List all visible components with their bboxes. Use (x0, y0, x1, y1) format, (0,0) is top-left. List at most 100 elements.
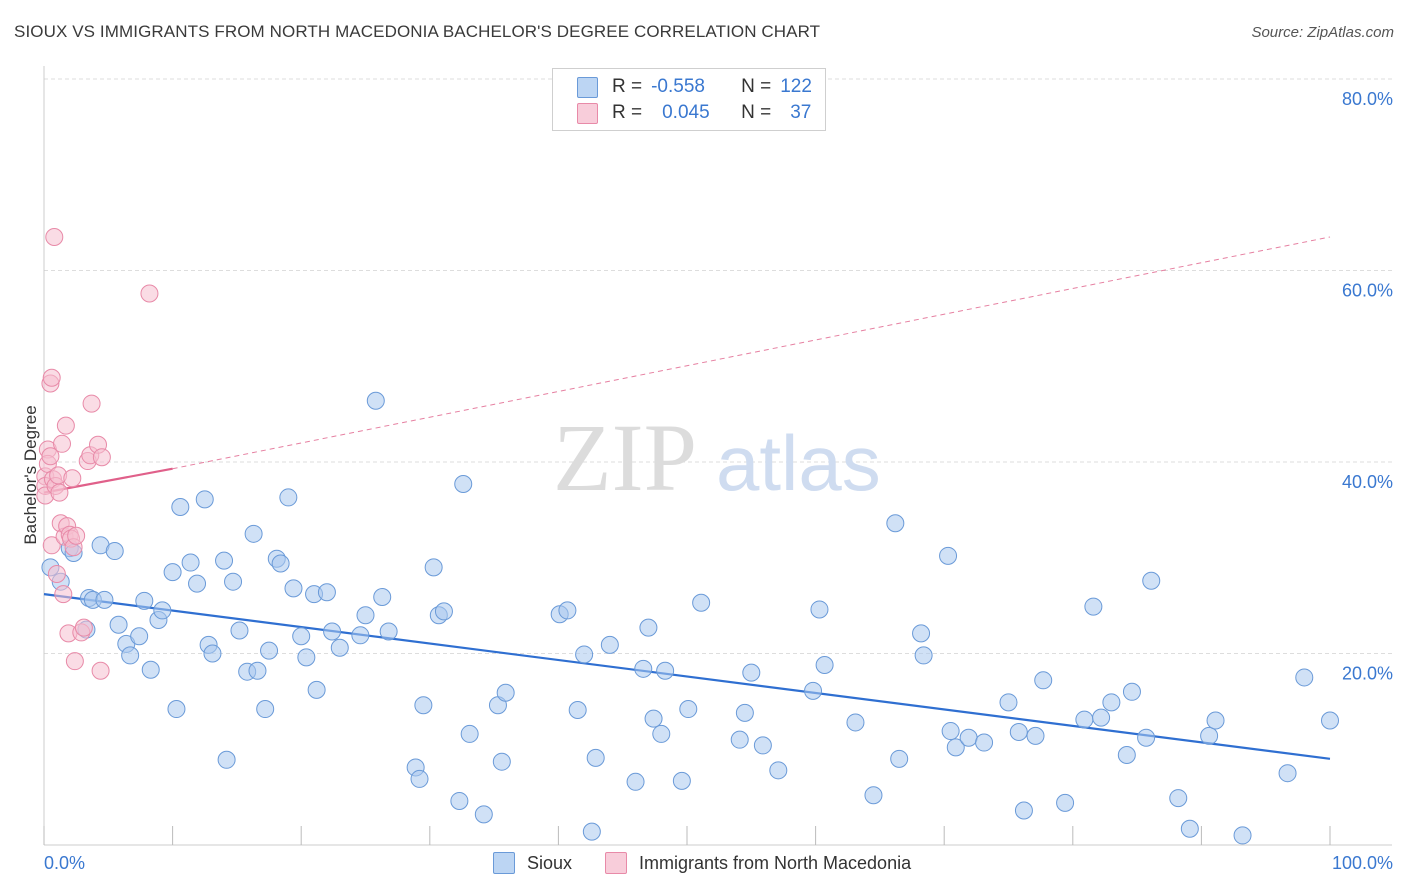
sioux-legend-swatch (493, 852, 515, 874)
sioux-point (864, 786, 883, 805)
sioux-point (999, 693, 1018, 712)
sioux-legend-label: Sioux (527, 852, 573, 873)
sioux-point (810, 600, 829, 619)
legend-sioux-r-label: R = (612, 76, 643, 97)
sioux-point (141, 660, 160, 679)
legend-sioux-n-label: N = (741, 76, 772, 97)
sioux-point (1026, 726, 1045, 745)
y-axis-label: Bachelor's Degree (21, 405, 40, 545)
watermark: ZIP atlas (553, 404, 881, 511)
sioux-point (297, 648, 316, 667)
y-axis-label-wrap: Bachelor's Degree (12, 330, 42, 630)
sioux-point (450, 791, 469, 810)
sioux-point (271, 554, 290, 573)
sioux-point (1278, 764, 1297, 783)
sioux-point (109, 615, 128, 634)
sioux-point (171, 498, 190, 517)
sioux-point (121, 646, 140, 665)
sioux-point (735, 703, 754, 722)
sioux-point (730, 730, 749, 749)
sioux-point (1034, 671, 1053, 690)
sioux-point (634, 659, 653, 678)
macedonia-point (42, 368, 61, 387)
sioux-point (946, 738, 965, 757)
sioux-point (454, 475, 473, 494)
sioux-point (379, 622, 398, 641)
y-tick-label-40: 40.0% (1342, 472, 1393, 492)
macedonia-point (41, 447, 60, 466)
sioux-point (323, 622, 342, 641)
sioux-point (307, 680, 326, 699)
macedonia-point (82, 394, 101, 413)
macedonia-point (53, 434, 72, 453)
sioux-point (656, 661, 675, 680)
sioux-point (217, 750, 236, 769)
legend-sioux-n-value: 122 (780, 76, 812, 97)
sioux-point (1233, 826, 1252, 845)
legend-row-sioux: R = -0.558 N = 122 (577, 75, 812, 99)
sioux-point (1137, 728, 1156, 747)
watermark-zip: ZIP (553, 404, 697, 511)
sioux-point (679, 700, 698, 719)
macedonia-point (45, 227, 64, 246)
series-legend-sioux[interactable]: Sioux (493, 852, 572, 874)
sioux-point (804, 681, 823, 700)
legend-macedonia-n-value: 37 (790, 102, 812, 123)
sioux-point (886, 514, 905, 533)
sioux-point (195, 490, 214, 509)
sioux-point (1200, 726, 1219, 745)
sioux-point (939, 546, 958, 565)
source-label: Source: ZipAtlas.com (1251, 24, 1394, 41)
sioux-point (1180, 819, 1199, 838)
sioux-point (373, 588, 392, 607)
macedonia-point (47, 565, 66, 584)
sioux-point (558, 601, 577, 620)
macedonia-point (42, 536, 61, 555)
sioux-point (753, 736, 772, 755)
legend-macedonia-n-label: N = (741, 102, 772, 123)
sioux-point (1117, 745, 1136, 764)
legend-macedonia-r-value: 0.045 (662, 102, 710, 123)
correlation-legend: R = -0.558 N = 122 R = 0.045 N = 37 (552, 68, 826, 131)
sioux-point (639, 618, 658, 637)
sioux-point (672, 771, 691, 790)
sioux-point (1075, 710, 1094, 729)
sioux-point (1122, 682, 1141, 701)
sioux-point (181, 553, 200, 572)
sioux-point (260, 641, 279, 660)
sioux-point (163, 563, 182, 582)
sioux-point (1092, 708, 1111, 727)
sioux-point (1056, 793, 1075, 812)
sioux-point (256, 700, 275, 719)
series-legend-macedonia[interactable]: Immigrants from North Macedonia (605, 852, 911, 874)
sioux-point (846, 713, 865, 732)
sioux-point (317, 583, 336, 602)
sioux-point (248, 661, 267, 680)
macedonia-legend-label: Immigrants from North Macedonia (639, 852, 912, 873)
sioux-point (1321, 711, 1339, 730)
sioux-point (105, 542, 124, 561)
sioux-point (284, 579, 303, 598)
sioux-point (460, 724, 479, 743)
macedonia-point (140, 284, 159, 303)
sioux-points (41, 391, 1339, 845)
sioux-point (1142, 571, 1161, 590)
sioux-point (769, 761, 788, 780)
sioux-point (153, 601, 172, 620)
sioux-point (644, 709, 663, 728)
sioux-point (203, 644, 222, 663)
sioux-point (941, 722, 960, 741)
watermark-atlas: atlas (716, 419, 881, 507)
sioux-point (95, 590, 114, 609)
sioux-point (568, 700, 587, 719)
macedonia-point (63, 469, 82, 488)
sioux-point (575, 645, 594, 664)
macedonia-point (56, 416, 75, 435)
macedonia-point (65, 652, 84, 671)
sioux-point (351, 626, 370, 645)
legend-row-macedonia: R = 0.045 N = 37 (577, 101, 811, 125)
legend-sioux-r-value: -0.558 (651, 76, 705, 97)
macedonia-point (92, 448, 111, 467)
macedonia-trend-extension (172, 236, 1331, 470)
sioux-point (224, 572, 243, 591)
